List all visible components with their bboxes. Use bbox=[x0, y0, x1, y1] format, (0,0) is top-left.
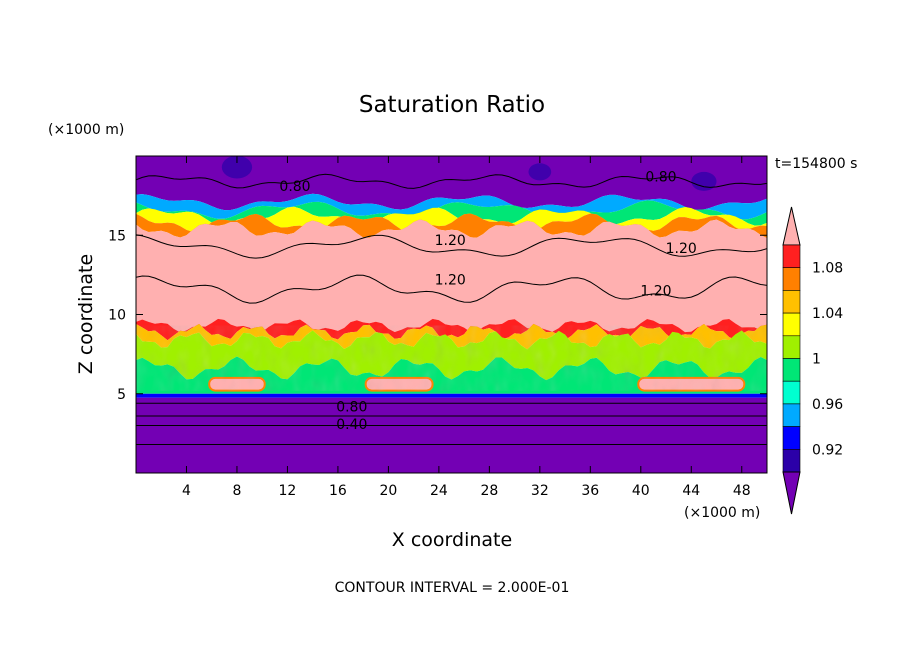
region-transition-yellow bbox=[136, 206, 767, 232]
x-tick-label: 36 bbox=[581, 483, 599, 499]
dry-pocket bbox=[691, 171, 717, 191]
contour-0.80-top bbox=[136, 173, 767, 189]
x-tick-label: 8 bbox=[232, 483, 241, 499]
contour-labels: 0.80 0.80 1.20 1.20 1.20 1.20 0.80 0.40 bbox=[279, 170, 697, 433]
saturation-field bbox=[136, 156, 767, 473]
region-cloud-base bbox=[136, 393, 767, 398]
x-tick-label: 28 bbox=[480, 483, 498, 499]
region-supersaturated bbox=[136, 219, 767, 333]
x-tick-label: 48 bbox=[733, 483, 751, 499]
contour-1.20-lower bbox=[136, 274, 767, 304]
time-label: t=154800 s bbox=[775, 156, 857, 172]
contour-lines bbox=[136, 173, 767, 445]
contour-interval-footer: CONTOUR INTERVAL = 2.000E-01 bbox=[335, 580, 570, 596]
x-tick-label: 40 bbox=[632, 483, 650, 499]
contour-label: 0.80 bbox=[336, 399, 367, 415]
dry-pocket bbox=[221, 156, 253, 179]
x-tick-label: 4 bbox=[182, 483, 191, 499]
contour-label: 1.20 bbox=[435, 233, 466, 249]
colorbar-box bbox=[782, 426, 801, 450]
region-transition-orange bbox=[136, 213, 767, 239]
y-tick-label: 5 bbox=[117, 387, 126, 403]
y-axis-label: Z coordinate bbox=[75, 254, 97, 374]
contour-1.20-upper bbox=[136, 234, 767, 259]
y-axis: 5 10 15 bbox=[108, 228, 767, 403]
contour-label: 1.20 bbox=[435, 273, 466, 289]
contour-label: 1.20 bbox=[640, 284, 671, 300]
colorbar-arrow-top bbox=[782, 206, 801, 246]
colorbar-box bbox=[782, 358, 801, 382]
x-tick-label: 32 bbox=[531, 483, 549, 499]
colorbar-label: 1.04 bbox=[812, 306, 843, 322]
y-unit-label: (×1000 m) bbox=[48, 122, 124, 138]
x-tick-label: 16 bbox=[329, 483, 347, 499]
colorbar-box bbox=[782, 380, 801, 405]
x-tick-label: 20 bbox=[379, 483, 397, 499]
colorbar-label: 0.92 bbox=[812, 442, 843, 458]
x-tick-label: 24 bbox=[430, 483, 448, 499]
region-dry-bottom bbox=[136, 397, 767, 473]
turbulence-overlay bbox=[136, 325, 767, 391]
x-axis: 4 8 12 16 20 24 28 32 36 40 44 48 bbox=[182, 156, 751, 499]
x-tick-label: 44 bbox=[682, 483, 700, 499]
contour-label: 0.80 bbox=[645, 170, 676, 186]
region-transition-green bbox=[136, 200, 767, 226]
colorbar-box bbox=[782, 403, 801, 427]
y-tick-label: 10 bbox=[108, 308, 126, 324]
region-transition-blue bbox=[136, 193, 767, 220]
x-unit-label: (×1000 m) bbox=[684, 505, 760, 521]
y-tick-label: 15 bbox=[108, 228, 126, 244]
colorbar-box bbox=[782, 267, 801, 291]
contour-label: 0.80 bbox=[279, 179, 310, 195]
colorbar-box bbox=[782, 244, 801, 269]
colorbar: 1.08 1.04 1 0.96 0.92 bbox=[782, 206, 843, 515]
colorbar-arrow-bottom bbox=[782, 471, 801, 515]
x-tick-label: 12 bbox=[279, 483, 297, 499]
colorbar-label: 1 bbox=[812, 352, 821, 368]
region-dry-top bbox=[136, 156, 767, 211]
colorbar-box bbox=[782, 335, 801, 359]
x-axis-label: X coordinate bbox=[392, 529, 512, 551]
colorbar-box bbox=[782, 312, 801, 337]
dry-pocket bbox=[528, 163, 552, 181]
chart-title: Saturation Ratio bbox=[359, 92, 545, 118]
colorbar-box bbox=[782, 448, 801, 473]
colorbar-box bbox=[782, 290, 801, 314]
contour-label: 0.40 bbox=[336, 417, 367, 433]
contour-label: 1.20 bbox=[666, 241, 697, 257]
colorbar-label: 0.96 bbox=[812, 397, 843, 413]
colorbar-label: 1.08 bbox=[812, 261, 843, 277]
